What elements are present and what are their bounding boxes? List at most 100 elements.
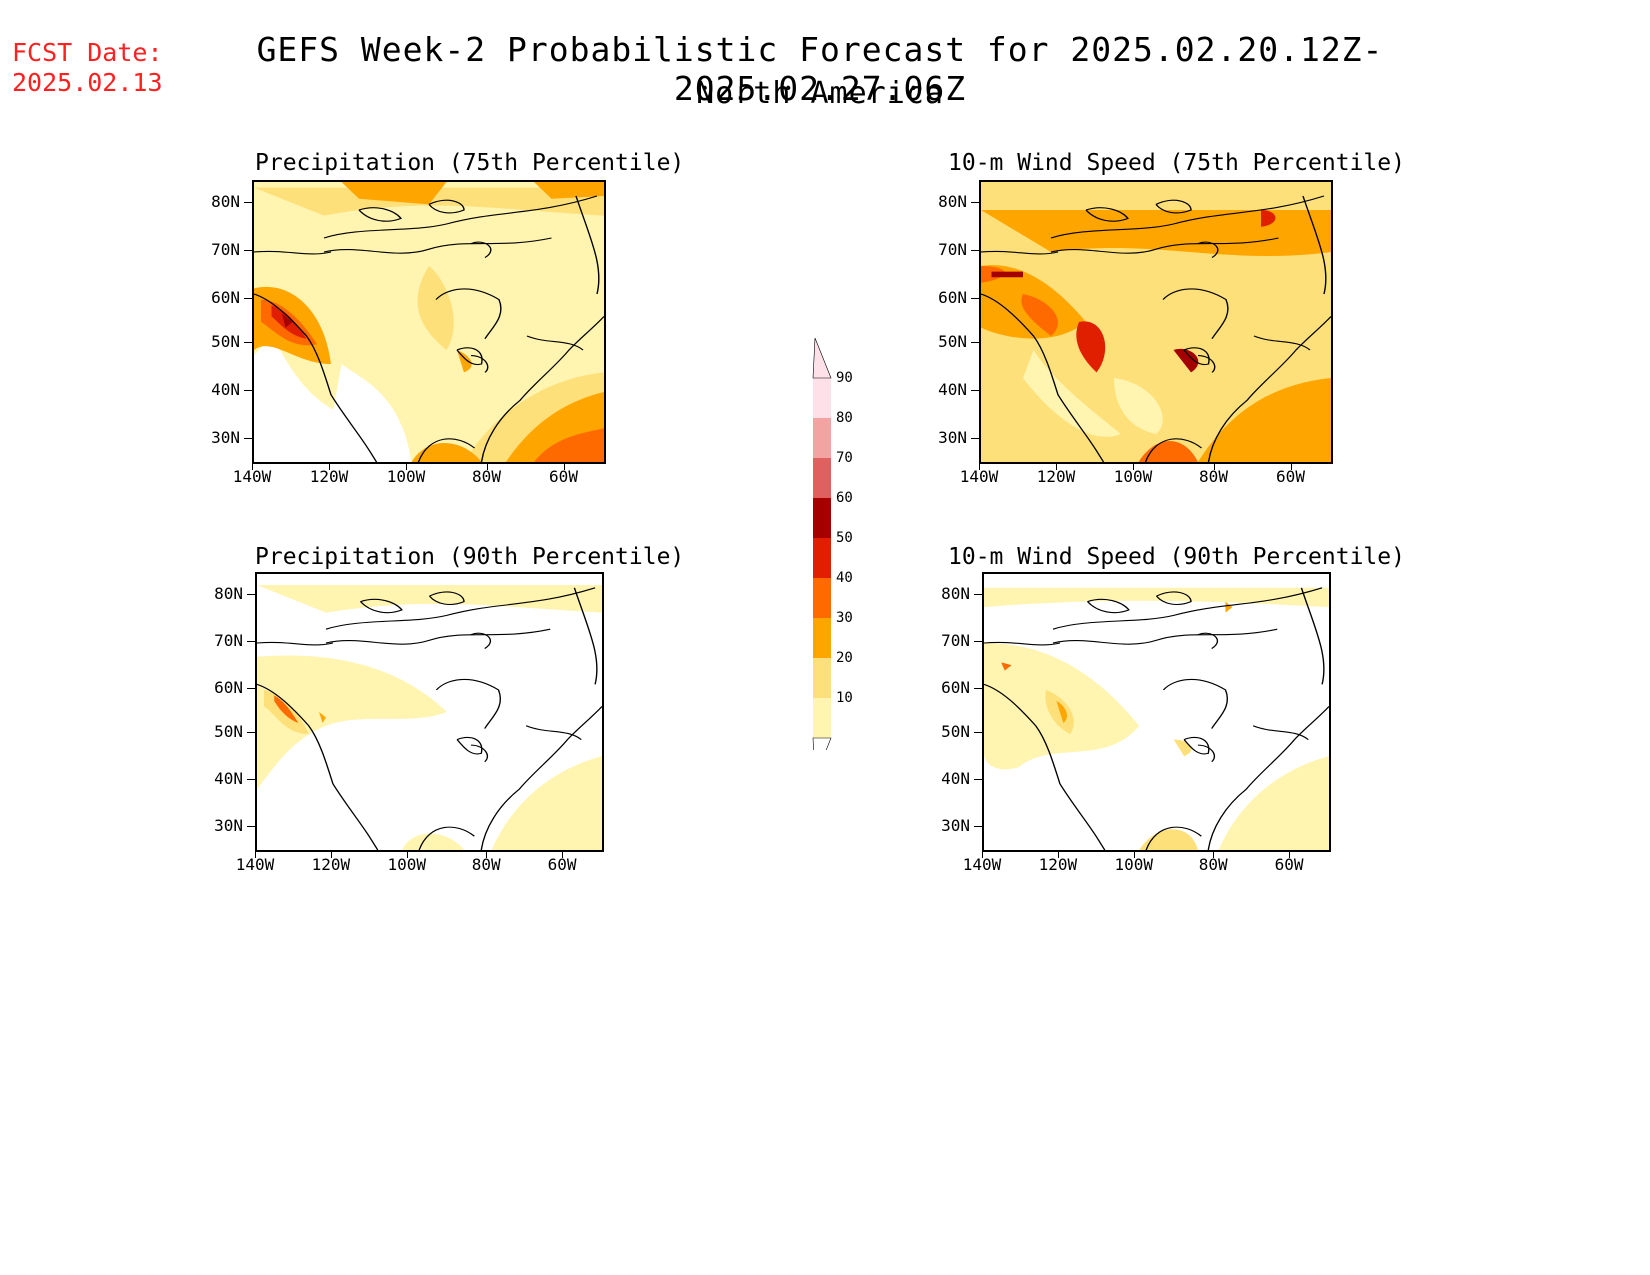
coastline (1052, 628, 1278, 645)
lat-tick-mark (971, 390, 979, 391)
coastline (1207, 316, 1331, 462)
colorbar (808, 330, 858, 779)
coastline (428, 591, 465, 606)
coastline (1252, 725, 1309, 741)
probability-field (257, 574, 602, 850)
lon-tick-mark (979, 462, 980, 470)
lon-tick-label: 140W (962, 855, 1002, 874)
lon-tick-mark (406, 462, 407, 470)
lat-tick-mark (974, 594, 982, 596)
lat-tick-mark (971, 342, 979, 344)
lon-tick-mark (1133, 850, 1135, 858)
coastline (456, 736, 483, 755)
colorbar-swatch (813, 618, 831, 658)
coastline (1155, 199, 1192, 214)
colorbar-bottom-arrow (812, 737, 832, 779)
coastline (1145, 826, 1202, 850)
coastline (435, 678, 501, 729)
lat-tick-label: 50N (211, 332, 240, 352)
coastline (257, 683, 379, 850)
probability-contour (401, 833, 464, 850)
lon-tick-label: 100W (386, 467, 426, 486)
probability-contour (274, 695, 299, 724)
coastline (573, 587, 598, 685)
probability-contour (341, 182, 447, 205)
lon-tick-mark (1213, 462, 1215, 470)
coastline (981, 293, 1105, 462)
probability-contour (282, 313, 293, 328)
lat-tick-mark (247, 825, 255, 827)
lat-tick-label: 80N (938, 192, 967, 212)
probability-contour (1056, 700, 1067, 724)
coastline (1302, 195, 1327, 295)
lon-tick-mark (1290, 462, 1292, 470)
colorbar-level-label: 30 (836, 610, 853, 626)
lon-tick-label: 80W (471, 855, 501, 874)
coastline (575, 195, 600, 295)
lat-tick-mark (247, 687, 255, 689)
coastline (1197, 355, 1216, 373)
lat-tick-mark (244, 437, 252, 439)
lat-tick-label: 30N (214, 815, 243, 835)
lat-tick-mark (974, 732, 982, 734)
coastline (1144, 438, 1202, 462)
probability-contour (491, 756, 602, 850)
coastline (1050, 195, 1325, 239)
lat-tick-mark (974, 641, 982, 642)
lat-tick-mark (244, 250, 252, 251)
probability-field (981, 182, 1331, 462)
forecast-map (255, 572, 604, 852)
probability-contour (1001, 662, 1012, 671)
fcst-date-value: 2025.02.13 (12, 68, 163, 97)
coastline (470, 744, 489, 763)
colorbar-level-label: 60 (836, 490, 853, 506)
lon-tick-label: 140W (232, 467, 272, 486)
lon-tick-mark (563, 462, 565, 470)
coastline (1183, 347, 1210, 366)
probability-contour (1021, 294, 1059, 336)
lon-tick-label: 120W (309, 467, 349, 486)
coastline (1197, 632, 1218, 649)
lon-tick-mark (1213, 850, 1215, 858)
probability-contour (324, 364, 412, 462)
coastline (257, 641, 334, 646)
coastline (323, 237, 552, 254)
lon-tick-label: 120W (1038, 855, 1078, 874)
probability-contour (1076, 321, 1106, 373)
lat-tick-label: 70N (941, 631, 970, 650)
colorbar-level-label: 90 (836, 370, 853, 386)
lon-tick-mark (486, 462, 488, 470)
lat-tick-label: 60N (214, 677, 243, 697)
coastline (1155, 591, 1192, 606)
coastline (526, 335, 584, 351)
lat-tick-label: 70N (938, 240, 967, 259)
lat-tick-label: 60N (941, 677, 970, 697)
colorbar-swatch (813, 458, 831, 498)
coastline (1207, 706, 1329, 850)
colorbar-level-label: 20 (836, 650, 853, 666)
lat-tick-mark (974, 687, 982, 689)
colorbar-swatch (813, 378, 831, 418)
lon-tick-mark (1133, 462, 1134, 470)
probability-contour (981, 210, 1331, 257)
coastline (525, 725, 582, 741)
lat-tick-mark (247, 641, 255, 642)
lat-tick-label: 80N (211, 192, 240, 212)
lon-tick-mark (1056, 462, 1057, 470)
forecast-map (252, 180, 606, 464)
lon-tick-mark (486, 850, 488, 858)
lat-tick-label: 70N (211, 240, 240, 259)
lat-tick-label: 50N (941, 722, 970, 742)
coastline (435, 288, 502, 340)
coastline (470, 632, 491, 649)
probability-contour (417, 266, 454, 350)
lat-tick-label: 80N (214, 584, 243, 604)
coastline (325, 628, 551, 645)
coastline (325, 587, 596, 630)
colorbar-level-label: 50 (836, 530, 853, 546)
lat-tick-label: 80N (941, 584, 970, 604)
lon-tick-label: 60W (547, 855, 577, 874)
lat-tick-label: 50N (214, 722, 243, 742)
lat-tick-mark (244, 297, 252, 299)
colorbar-level-label: 40 (836, 570, 853, 586)
